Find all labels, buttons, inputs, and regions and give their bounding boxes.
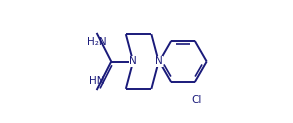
Text: H₂N: H₂N: [87, 37, 107, 47]
Text: N: N: [155, 56, 163, 67]
Text: Cl: Cl: [191, 95, 202, 105]
Text: N: N: [129, 56, 137, 67]
Text: HN: HN: [89, 76, 105, 86]
